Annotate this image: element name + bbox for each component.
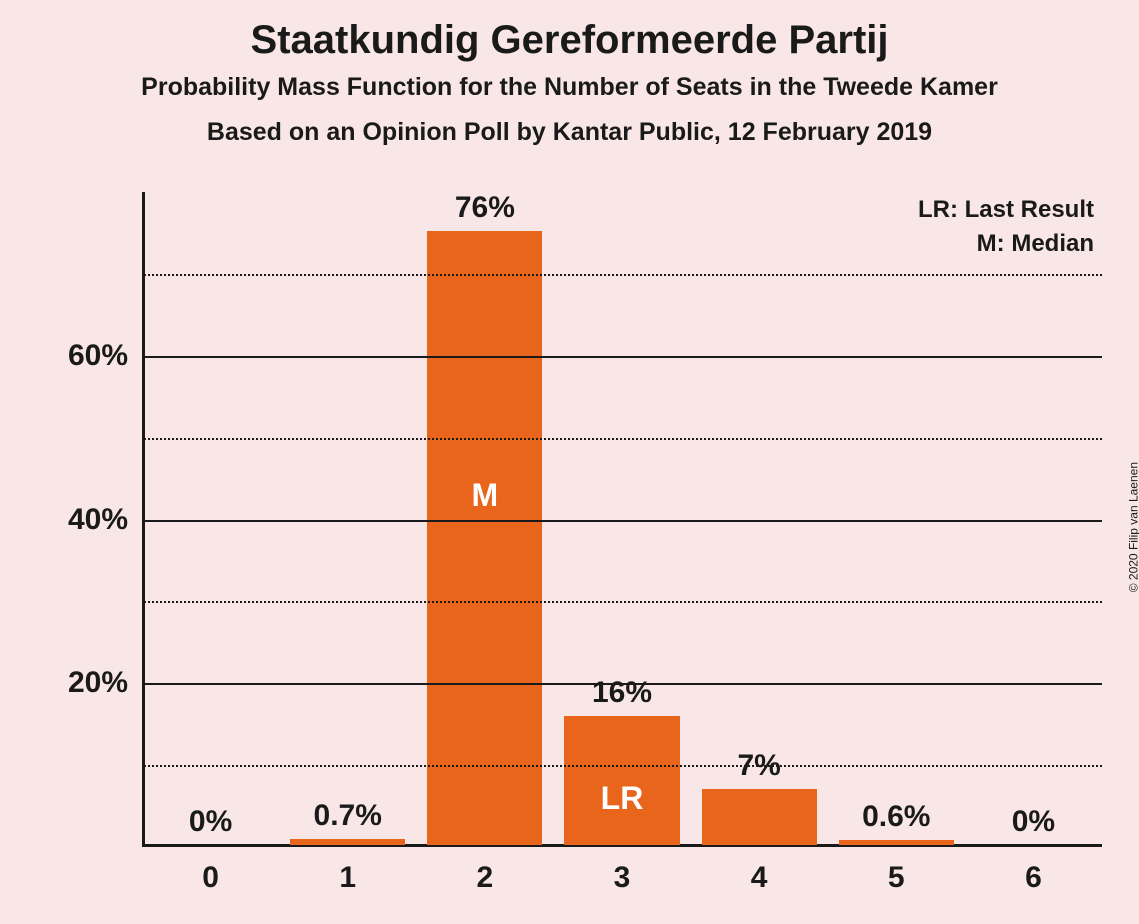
gridline-minor: [144, 765, 1102, 767]
bar-slot: 0%6: [976, 192, 1091, 845]
bar-value-label: 0.7%: [314, 799, 382, 839]
bar: 16%LR: [564, 716, 679, 845]
gridline-major: [144, 520, 1102, 522]
bar-value-label: 0%: [189, 805, 232, 845]
bar-slot: 0%0: [153, 192, 268, 845]
bars-container: 0%00.7%176%M216%LR37%40.6%50%6: [142, 192, 1102, 845]
bar-value-label: 0.6%: [862, 800, 930, 840]
x-tick-label: 5: [888, 845, 905, 895]
x-tick-label: 3: [614, 845, 631, 895]
bar-value-label: 76%: [455, 191, 515, 231]
copyright-text: © 2020 Filip van Laenen: [1126, 462, 1139, 592]
y-tick-label: 60%: [68, 339, 142, 373]
bar-slot: 7%4: [702, 192, 817, 845]
bar-marker-label: M: [472, 477, 499, 514]
bar-slot: 16%LR3: [564, 192, 679, 845]
gridline-minor: [144, 601, 1102, 603]
chart-title: Staatkundig Gereformeerde Partij: [0, 18, 1139, 63]
x-tick-label: 6: [1025, 845, 1042, 895]
gridline-minor: [144, 274, 1102, 276]
bar: 7%: [702, 789, 817, 845]
bar-marker-label: LR: [601, 780, 644, 817]
chart-plot-area: 0%00.7%176%M216%LR37%40.6%50%6 LR: Last …: [142, 192, 1102, 847]
x-tick-label: 1: [339, 845, 356, 895]
gridline-major: [144, 356, 1102, 358]
chart-subtitle-2: Based on an Opinion Poll by Kantar Publi…: [0, 118, 1139, 147]
y-tick-label: 20%: [68, 666, 142, 700]
bar-slot: 0.6%5: [839, 192, 954, 845]
legend-m: M: Median: [918, 230, 1094, 258]
y-tick-label: 40%: [68, 503, 142, 537]
gridline-major: [144, 683, 1102, 685]
bar-slot: 0.7%1: [290, 192, 405, 845]
x-tick-label: 2: [477, 845, 494, 895]
x-tick-label: 4: [751, 845, 768, 895]
gridline-minor: [144, 438, 1102, 440]
bar: 76%M: [427, 231, 542, 845]
chart-subtitle-1: Probability Mass Function for the Number…: [0, 73, 1139, 102]
chart-legend: LR: Last Result M: Median: [918, 196, 1094, 264]
bar-slot: 76%M2: [427, 192, 542, 845]
x-tick-label: 0: [202, 845, 219, 895]
bar-value-label: 0%: [1012, 805, 1055, 845]
bar-value-label: 7%: [737, 749, 780, 789]
legend-lr: LR: Last Result: [918, 196, 1094, 224]
